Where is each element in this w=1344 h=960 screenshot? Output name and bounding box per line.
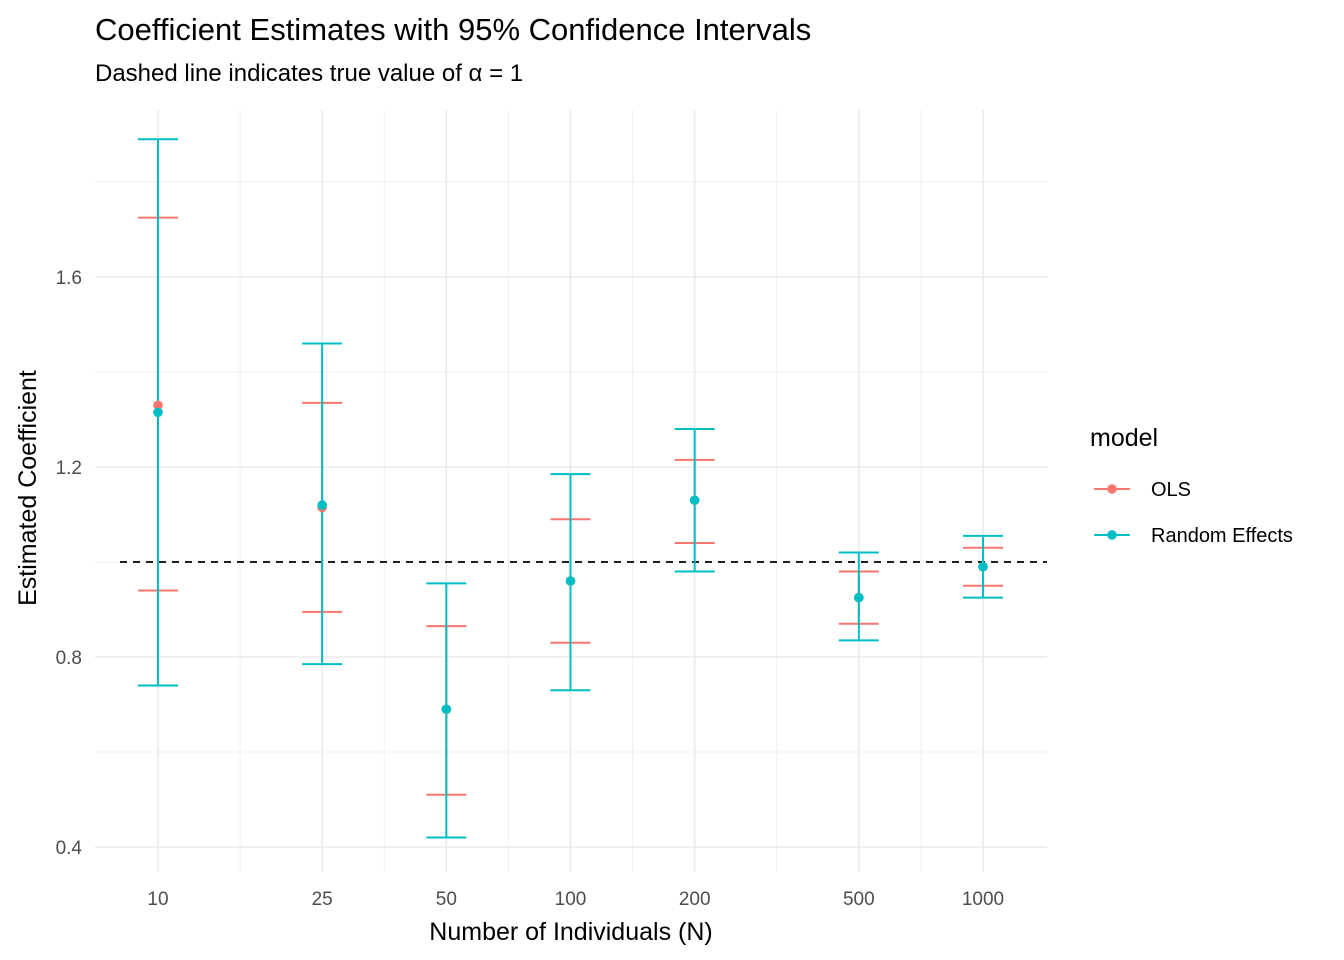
estimate-point: [153, 400, 163, 411]
x-tick-label: 10: [147, 889, 168, 910]
estimate-point: [854, 592, 864, 603]
chart-subtitle: Dashed line indicates true value of α = …: [95, 60, 524, 87]
y-tick-label: 1.6: [56, 268, 82, 289]
y-tick-label: 0.4: [56, 838, 83, 859]
legend-label: Random Effects: [1151, 525, 1293, 547]
chart-marks: [138, 138, 1003, 839]
y-tick-label: 0.8: [56, 648, 82, 669]
x-tick-label: 1000: [962, 889, 1004, 910]
estimate-point: [689, 495, 700, 506]
legend-label: OLS: [1151, 479, 1191, 501]
estimate-point: [978, 561, 988, 572]
legend-key-point: [1107, 484, 1117, 494]
legend-title: model: [1090, 424, 1158, 452]
x-tick-label: 200: [679, 889, 711, 910]
x-tick-label: 50: [436, 889, 457, 910]
x-axis-title: Number of Individuals (N): [429, 918, 712, 946]
y-axis-title: Estimated Coefficient: [14, 370, 42, 606]
legend-item: OLS: [1094, 479, 1191, 501]
points-random-effects: [153, 407, 988, 715]
estimate-point: [565, 576, 576, 586]
legend-key-point: [1107, 530, 1117, 540]
estimate-point: [153, 407, 163, 418]
legend-item: Random Effects: [1094, 525, 1293, 547]
series-random-effects: [138, 138, 1003, 839]
y-tick-labels: 0.4 0.8 1.2 1.6: [56, 268, 83, 859]
chart-title: Coefficient Estimates with 95% Confidenc…: [95, 12, 812, 47]
x-tick-label: 25: [312, 889, 333, 910]
x-tick-labels: 10 25 50 100 200 500 1000: [147, 889, 1004, 910]
estimate-point: [317, 500, 327, 510]
estimate-point: [441, 704, 452, 715]
x-tick-label: 500: [843, 889, 875, 910]
x-tick-label: 100: [555, 889, 587, 910]
legend: model OLS Random Effects: [1090, 424, 1293, 547]
y-tick-label: 1.2: [56, 458, 82, 479]
